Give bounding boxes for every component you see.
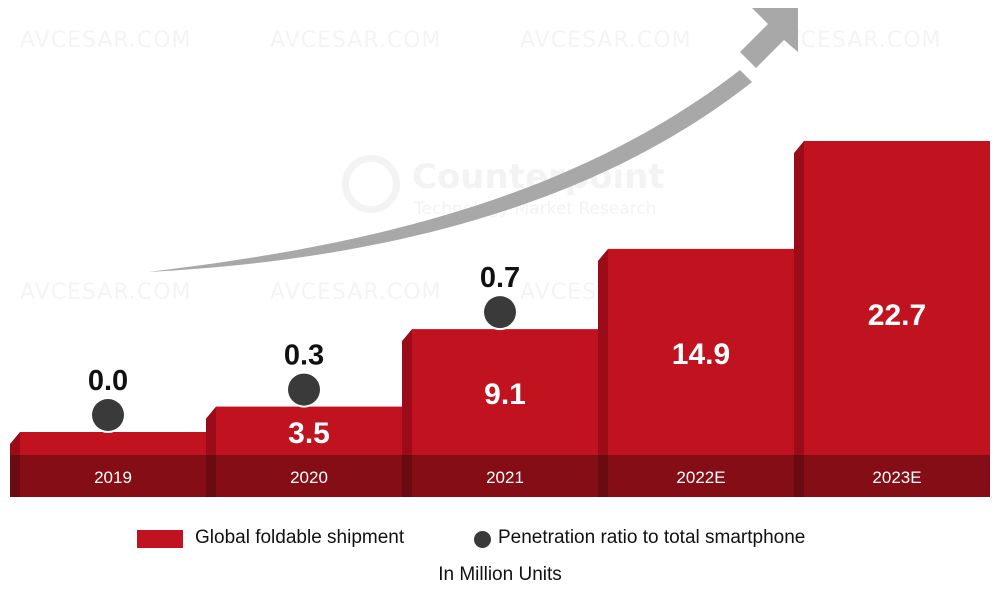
penetration-dots <box>91 296 517 433</box>
category-band-side-2019 <box>10 455 20 497</box>
legend-dot-label: Penetration ratio to total smartphone <box>498 527 806 548</box>
penetration-value-label: 0.0 <box>88 365 128 397</box>
category-band-2019 <box>20 455 206 497</box>
legend-dot-icon <box>474 531 491 548</box>
watermark: AVCESAR.COM <box>770 28 942 53</box>
category-band-side-2022E <box>598 455 608 497</box>
growth-arrow <box>148 8 798 272</box>
bar-2023E <box>804 141 990 497</box>
watermark: AVCESAR.COM <box>270 280 442 305</box>
penetration-dot-2021 <box>484 296 516 329</box>
penetration-value-label: 0.7 <box>480 262 520 294</box>
counterpoint-logo-icon <box>342 155 400 213</box>
category-band-2020 <box>216 455 402 497</box>
x-tick-label: 2021 <box>486 468 524 487</box>
watermark: AVCESAR.COM <box>270 28 442 53</box>
penetration-dot-2019 <box>92 399 124 431</box>
bar-value-label: 14.9 <box>672 338 730 371</box>
penetration-value-label: 0.3 <box>284 340 324 372</box>
x-tick-label: 2019 <box>94 468 132 487</box>
growth-arrow-shaft <box>148 70 752 272</box>
bar-value-label: 22.7 <box>868 299 926 332</box>
category-band-side-2020 <box>206 455 216 497</box>
category-band-2021 <box>412 455 598 497</box>
category-band-2023E <box>804 455 990 497</box>
legend-bar-swatch <box>137 530 183 548</box>
x-tick-label: 2023E <box>872 468 921 487</box>
growth-arrow-head <box>740 8 798 68</box>
bar-side-2023E <box>794 141 804 497</box>
watermark: AVCESAR.COM <box>520 28 692 53</box>
units-note: In Million Units <box>438 564 562 585</box>
bar-side-2022E <box>598 248 608 497</box>
data-labels: 2019 0.0 2020 3.5 0.3 2021 9.1 0.7 2022E 14.9 2023… <box>88 262 926 487</box>
category-band-2022E <box>608 455 794 497</box>
bars <box>10 141 990 497</box>
x-tick-label: 2022E <box>676 468 725 487</box>
legend: Global foldable shipment Penetration rat… <box>0 522 1000 556</box>
penetration-dot-2020 <box>288 373 320 406</box>
x-tick-label: 2020 <box>290 468 328 487</box>
bar-value-label: 3.5 <box>288 417 330 450</box>
watermark: AVCESAR.COM <box>20 28 192 53</box>
legend-bar-label: Global foldable shipment <box>195 527 405 548</box>
category-band-side-2021 <box>402 455 412 497</box>
category-band-side-2023E <box>794 455 804 497</box>
bar-value-label: 9.1 <box>484 378 526 411</box>
watermark: AVCESAR.COM <box>20 280 192 305</box>
